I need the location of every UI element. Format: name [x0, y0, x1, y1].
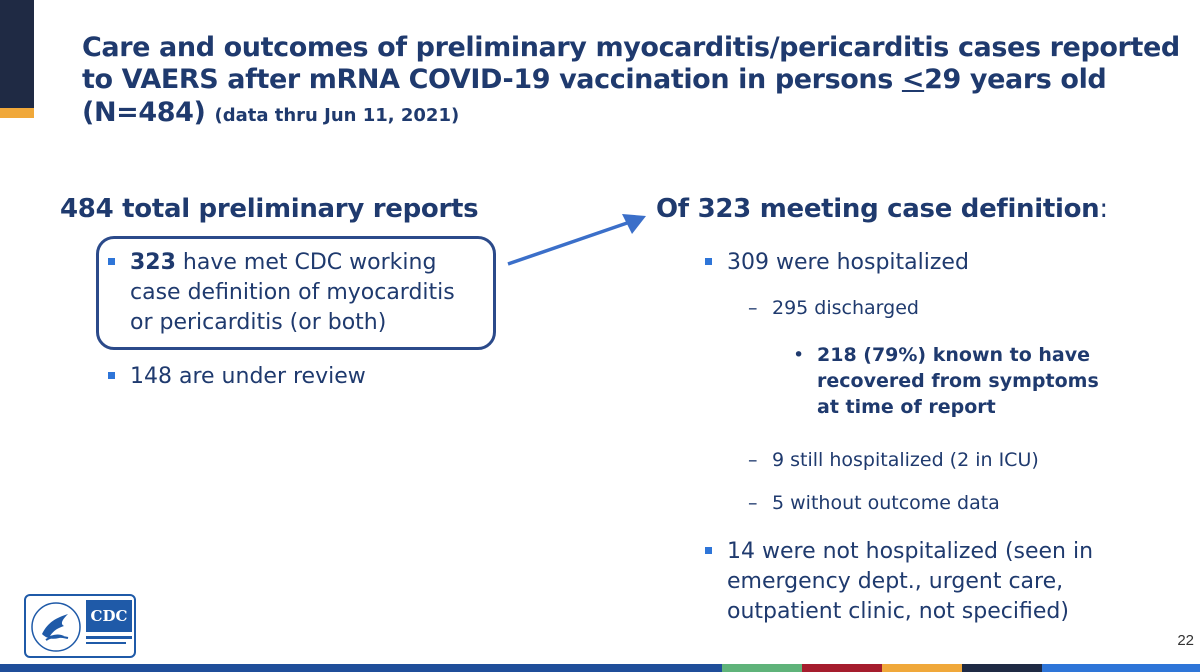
cdc-wordmark: CDC	[86, 600, 132, 632]
title-line-2-symbol: <	[901, 64, 925, 96]
right-heading: Of 323 meeting case definition:	[656, 194, 1108, 224]
square-bullet-icon	[108, 372, 115, 379]
footer-color-strip	[0, 664, 1200, 672]
title-line-3-main: (N=484)	[82, 96, 206, 128]
square-bullet-icon	[705, 258, 712, 265]
cdc-tagline-bar-2	[86, 642, 126, 644]
dot-bullet-icon: •	[793, 344, 805, 366]
sub-recovered-line-1: 218 (79%) known to have	[817, 344, 1091, 366]
title-line-2-post: 29 years old	[924, 64, 1107, 96]
title-line-2-pre: to VAERS after mRNA COVID-19 vaccination…	[82, 64, 902, 96]
sub-still-hospitalized-text: 9 still hospitalized (2 in ICU)	[772, 449, 1039, 471]
bullet-met-definition-line-3: or pericarditis (or both)	[130, 310, 387, 335]
sub-recovered: • 218 (79%) known to have recovered from…	[793, 342, 1137, 420]
dash-icon: –	[748, 492, 758, 514]
bullet-under-review: 148 are under review	[108, 362, 500, 392]
sub-discharged: –295 discharged	[748, 295, 919, 321]
bullet-under-review-text: 148 are under review	[130, 364, 366, 389]
footer-segment-green	[722, 664, 802, 672]
right-heading-colon: :	[1099, 194, 1108, 224]
dash-icon: –	[748, 297, 758, 319]
bullet-met-definition-text: have met CDC working	[175, 250, 437, 275]
hhs-eagle-icon	[31, 602, 81, 652]
right-heading-text: Of 323 meeting case definition	[656, 194, 1100, 224]
footer-segment-red	[802, 664, 882, 672]
arrow-icon	[507, 214, 646, 266]
slide-title: Care and outcomes of preliminary myocard…	[82, 32, 1182, 129]
sub-still-hospitalized: –9 still hospitalized (2 in ICU)	[748, 447, 1039, 473]
bullet-met-definition: 323 have met CDC working case definition…	[108, 248, 500, 338]
bullet-not-hospitalized-line-1: 14 were not hospitalized (seen in	[727, 539, 1094, 564]
title-accent-bar	[0, 0, 34, 108]
sub-recovered-line-3: at time of report	[817, 396, 996, 418]
footer-segment-navy	[962, 664, 1042, 672]
bullet-met-definition-line-1: 323 have met CDC working	[130, 248, 500, 278]
dash-icon: –	[748, 449, 758, 471]
square-bullet-icon	[705, 547, 712, 554]
sub-no-outcome: –5 without outcome data	[748, 490, 1000, 516]
square-bullet-icon	[108, 258, 115, 265]
title-line-1: Care and outcomes of preliminary myocard…	[82, 32, 1180, 63]
highlight-box	[96, 236, 496, 350]
sub-discharged-text: 295 discharged	[772, 297, 919, 319]
sub-recovered-line-2: recovered from symptoms	[817, 370, 1099, 392]
title-line-3-date: (data thru Jun 11, 2021)	[214, 104, 460, 126]
cdc-logo-icon: CDC	[24, 594, 136, 658]
bullet-not-hospitalized-line-3: outpatient clinic, not specified)	[727, 599, 1069, 624]
arrow-shaft	[507, 220, 631, 266]
arrow-head	[622, 214, 646, 234]
page-number: 22	[1177, 632, 1194, 649]
bullet-met-definition-count: 323	[130, 250, 176, 275]
footer-segment-blue	[0, 664, 722, 672]
title-accent-stripe	[0, 108, 34, 118]
bullet-not-hospitalized: 14 were not hospitalized (seen in emerge…	[705, 537, 1167, 627]
bullet-hospitalized-text: 309 were hospitalized	[727, 250, 969, 275]
left-heading: 484 total preliminary reports	[60, 194, 479, 224]
bullet-met-definition-line-2: case definition of myocarditis	[130, 280, 455, 305]
sub-no-outcome-text: 5 without outcome data	[772, 492, 1000, 514]
bullet-hospitalized: 309 were hospitalized	[705, 248, 1147, 278]
cdc-tagline-bar	[86, 636, 132, 639]
footer-segment-lightblue	[1042, 664, 1200, 672]
bullet-not-hospitalized-line-2: emergency dept., urgent care,	[727, 569, 1064, 594]
footer-segment-orange	[882, 664, 962, 672]
